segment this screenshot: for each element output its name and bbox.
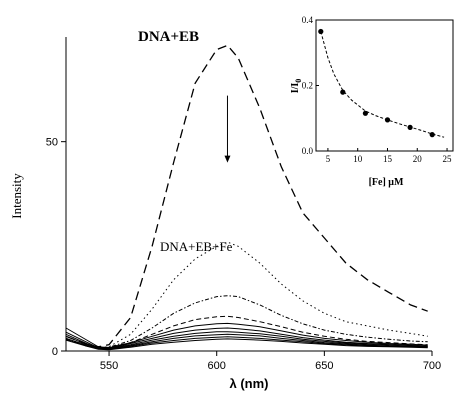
inset-data-point xyxy=(429,132,435,138)
inset-frame xyxy=(315,19,454,152)
series-line-1 xyxy=(65,44,428,348)
main-y-axis-label: Intensity xyxy=(9,173,24,219)
main-x-ticks: 550 600 650 700 xyxy=(100,351,441,372)
series-line-4 xyxy=(65,315,428,349)
series-line-10 xyxy=(65,338,428,351)
main-y-ticks: 0 50 xyxy=(46,137,66,358)
inset-x-ticks: 5 10 15 20 25 xyxy=(326,148,452,164)
main-y-tick-label: 50 xyxy=(46,137,58,149)
main-y-tick-label: 0 xyxy=(52,346,58,358)
inset-y-tick-label: 0.4 xyxy=(302,15,314,25)
inset-y-tick-label: 0.2 xyxy=(302,81,313,91)
main-axes: 550 600 650 700 050 xyxy=(46,37,441,372)
inset-y-ticks: 0.0 0.2 0.4 xyxy=(302,15,319,156)
inset-x-tick-label: 25 xyxy=(443,154,453,164)
inset-x-tick-label: 10 xyxy=(353,154,363,164)
decrease-arrow xyxy=(224,95,231,163)
inset-data-point xyxy=(384,117,391,123)
main-x-axis-label: λ (nm) xyxy=(230,376,269,391)
inset-chart: 5 10 15 20 25 0.0 0.2 0.4 [Fe] μM I/I0 xyxy=(290,15,454,188)
main-series-lines xyxy=(65,44,428,351)
main-x-tick-label: 550 xyxy=(100,360,118,372)
main-x-tick-label: 650 xyxy=(315,360,333,372)
inset-data-point xyxy=(340,89,346,95)
inset-y-axis-label: I/I0 xyxy=(290,79,303,94)
inset-y-tick-label: 0.0 xyxy=(302,146,314,156)
series-line-6 xyxy=(65,327,428,349)
main-x-tick-label: 600 xyxy=(208,360,226,372)
series-line-2 xyxy=(65,241,428,349)
inset-y-label-main: I/I xyxy=(290,83,301,94)
inset-fit-curve xyxy=(320,31,445,138)
inset-x-tick-label: 5 xyxy=(326,154,331,164)
inset-points xyxy=(318,28,435,138)
inset-data-point xyxy=(318,28,324,35)
inset-y-label-sub: 0 xyxy=(294,79,303,83)
inset-data-point xyxy=(362,110,368,116)
inset-x-axis-label: [Fe] μM xyxy=(369,177,404,188)
annotation-dna-eb-fe: DNA+EB+Fe xyxy=(160,239,233,254)
inset-x-tick-label: 20 xyxy=(413,154,423,164)
inset-data-point xyxy=(407,124,413,130)
inset-x-tick-label: 15 xyxy=(383,154,393,164)
annotation-dna-eb: DNA+EB xyxy=(138,29,199,45)
main-x-tick-label: 700 xyxy=(423,360,441,372)
